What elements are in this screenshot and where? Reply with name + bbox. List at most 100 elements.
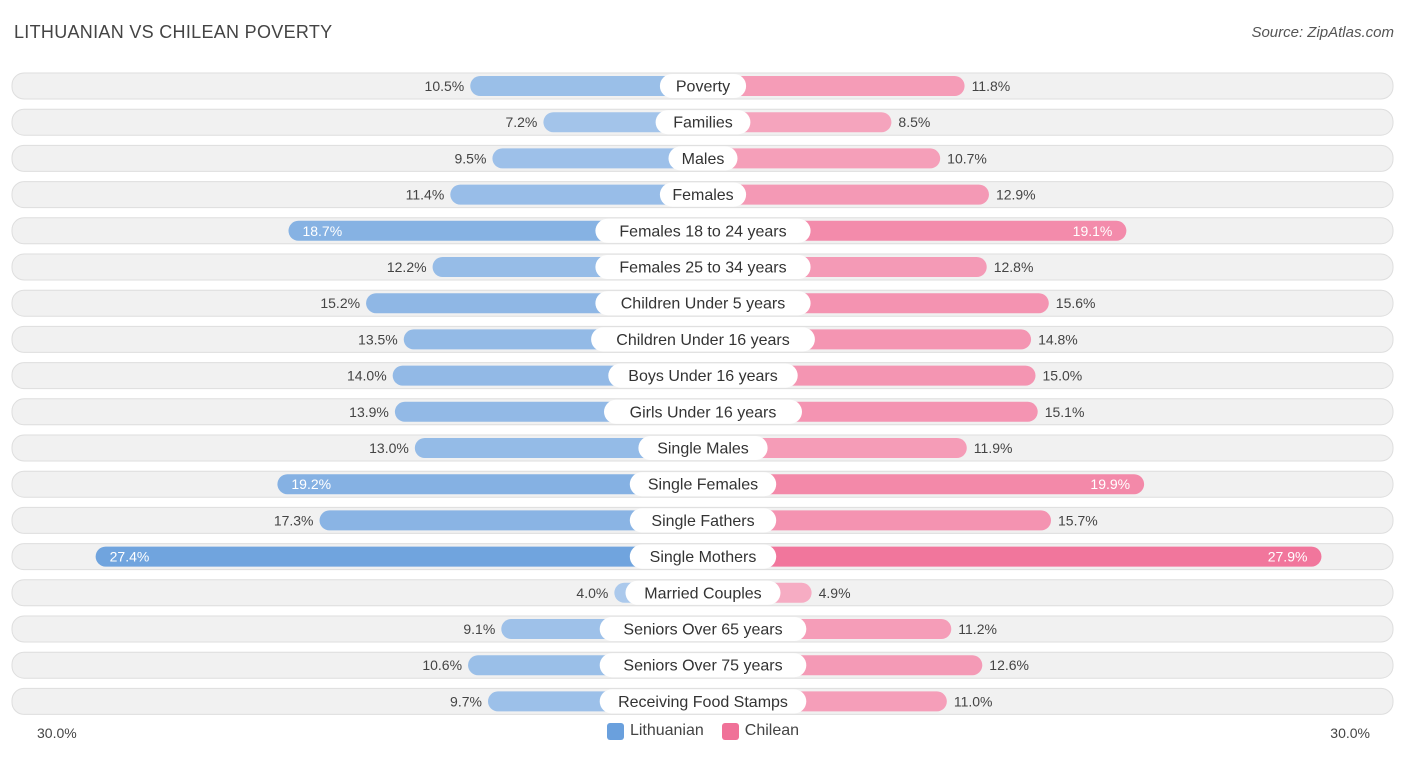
value-label-chilean: 10.7% [947,150,987,166]
category-label-background [659,182,747,207]
value-label-lithuanian: 9.1% [463,621,495,637]
chart-row: 12.2% 12.8% Females 25 to 34 years [11,253,1394,281]
axis-right-label: 30.0% [1330,725,1370,741]
bar-lithuanian [95,546,704,567]
chart-row: 13.5% 14.8% Children Under 16 years [11,325,1394,353]
category-label: Males [682,151,725,168]
value-label-lithuanian: 13.0% [369,440,409,456]
category-label-background [668,146,738,171]
value-label-lithuanian: 13.5% [358,331,398,347]
category-label-background [599,617,807,641]
value-label-chilean: 8.5% [898,114,930,130]
value-label-lithuanian: 15.2% [320,295,360,311]
category-label: Single Males [657,441,749,458]
value-label-chilean: 15.7% [1058,512,1098,528]
category-label-background [629,472,777,497]
category-label: Poverty [676,79,730,96]
bar-chilean [703,546,1322,567]
legend-item-chilean[interactable]: Chilean [721,722,800,740]
value-label-chilean: 11.0% [954,693,993,709]
value-label-lithuanian: 19.2% [291,476,331,492]
category-label-background [591,327,815,352]
legend-item-lithuanian[interactable]: Lithuanian [606,722,704,740]
chart-row: 11.4% 12.9% Females [11,181,1394,209]
bar-chilean [703,148,941,169]
bar-chilean [703,438,967,458]
chart-row: 13.9% 15.1% Girls Under 16 years [11,398,1394,426]
value-label-chilean: 27.9% [1268,549,1308,565]
legend-swatch-lithuanian [606,722,624,740]
legend-label-chilean: Chilean [744,722,800,739]
value-label-lithuanian: 17.3% [274,512,314,528]
chart-row: 7.2% 8.5% Families [11,108,1394,136]
chart-row: 17.3% 15.7% Single Fathers [11,506,1394,534]
chart-row: 9.7% 11.0% Receiving Food Stamps [11,687,1394,715]
category-label-background [655,110,751,135]
chart: 10.5% 11.8% Poverty 7.2% 8.5% Families 9.5% 10.… [11,72,1394,715]
category-label: Females 18 to 24 years [619,223,786,240]
category-label: Seniors Over 75 years [623,658,782,675]
category-label: Receiving Food Stamps [618,694,788,711]
value-label-chilean: 12.9% [996,187,1036,203]
chart-row: 9.5% 10.7% Males [11,144,1394,172]
value-label-lithuanian: 7.2% [505,114,537,130]
bar-lithuanian [450,184,703,205]
value-label-chilean: 14.8% [1038,331,1078,347]
legend-swatch-chilean [721,722,739,740]
value-label-chilean: 15.1% [1045,404,1085,420]
category-label-background [608,363,798,388]
value-label-lithuanian: 10.5% [425,78,465,94]
category-label-background [638,436,768,460]
chart-row: 14.0% 15.0% Boys Under 16 years [11,362,1394,390]
category-label: Single Females [648,477,758,494]
value-label-chilean: 4.9% [819,585,851,601]
value-label-chilean: 19.1% [1073,223,1113,239]
bar-lithuanian [319,510,703,531]
value-label-chilean: 19.9% [1090,476,1130,492]
value-label-chilean: 11.9% [974,440,1013,456]
chart-row: 27.4% 27.9% Single Mothers [11,543,1394,571]
bar-chilean [703,112,892,133]
category-label-background [595,291,811,316]
bar-lithuanian [277,474,703,495]
value-label-lithuanian: 4.0% [576,585,608,601]
value-label-lithuanian: 18.7% [302,223,342,239]
value-label-lithuanian: 10.6% [422,657,462,673]
chart-row: 13.0% 11.9% Single Males [11,434,1394,462]
category-label: Seniors Over 65 years [623,622,782,639]
legend-label-lithuanian: Lithuanian [629,722,704,739]
category-label: Children Under 16 years [616,332,789,349]
value-label-chilean: 15.6% [1056,295,1096,311]
chart-row: 10.6% 12.6% Seniors Over 75 years [11,651,1394,679]
category-label: Single Fathers [651,513,754,530]
value-label-lithuanian: 14.0% [347,368,387,384]
value-label-lithuanian: 13.9% [349,404,389,420]
value-label-lithuanian: 27.4% [110,549,150,565]
axis-left-label: 30.0% [37,725,77,741]
bar-chilean [703,510,1052,531]
category-label-background [625,580,781,605]
category-label: Females [672,187,733,204]
chart-row: 9.1% 11.2% Seniors Over 65 years [11,615,1394,643]
value-label-chilean: 12.8% [994,259,1034,275]
chart-row: 19.2% 19.9% Single Females [11,470,1394,498]
value-label-chilean: 11.2% [958,621,997,637]
chart-row: 18.7% 19.1% Females 18 to 24 years [11,217,1394,245]
value-label-chilean: 15.0% [1043,368,1083,384]
category-label-background [595,255,811,279]
chart-row: 10.5% 11.8% Poverty [11,72,1394,100]
category-label: Children Under 5 years [621,296,786,313]
category-label: Married Couples [644,585,761,602]
category-label-background [599,653,807,678]
category-label-background [629,508,777,533]
category-label-background [599,689,807,714]
value-label-lithuanian: 12.2% [387,259,427,275]
category-label-background [659,74,747,98]
bar-lithuanian [470,76,703,96]
category-label-background [604,399,802,424]
bar-chilean [703,184,989,205]
category-label: Boys Under 16 years [628,368,777,385]
chart-row: 4.0% 4.9% Married Couples [11,579,1394,607]
category-label: Girls Under 16 years [630,404,777,421]
source-label: Source: ZipAtlas.com [1251,24,1394,41]
